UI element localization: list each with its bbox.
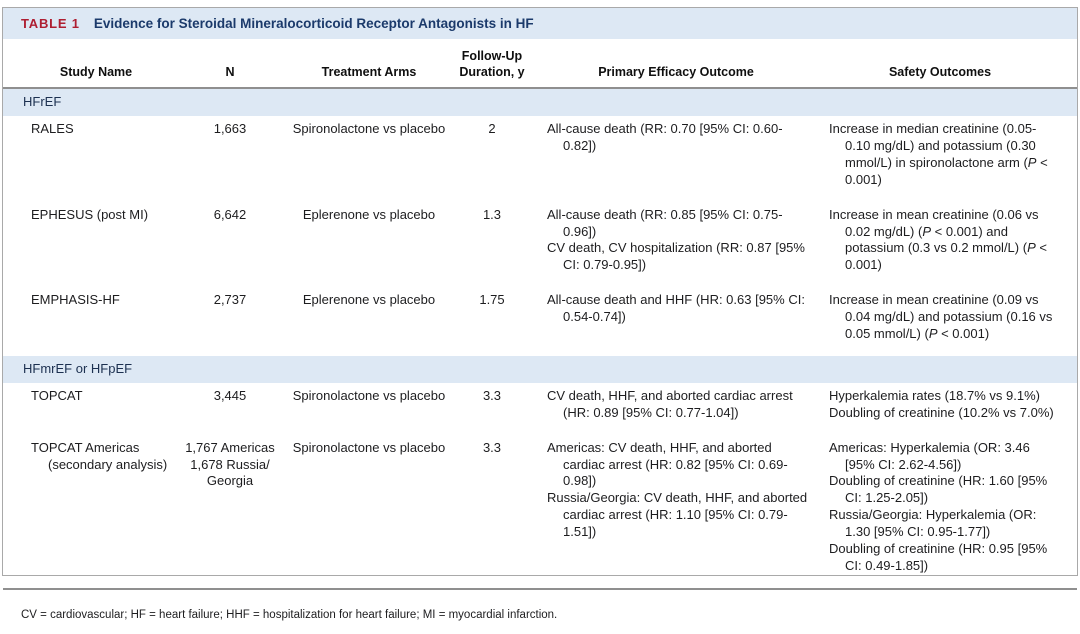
treatment-arms-cell: Eplerenone vs placebo bbox=[302, 206, 436, 222]
section-band: HFmrEF or HFpEF bbox=[3, 355, 1077, 383]
safety-outcomes-cell: Americas: Hyperkalemia (OR: 3.46 [95% CI… bbox=[829, 439, 1048, 573]
column-header-safety-outcomes: Safety Outcomes bbox=[888, 64, 992, 79]
column-header-follow-up-duration: Follow-Up Duration, y bbox=[459, 49, 525, 79]
footnote-bar: CV = cardiovascular; HF = heart failure;… bbox=[3, 587, 1077, 634]
table-row: EPHESUS (post MI) 6,642 Eplerenone vs plac… bbox=[3, 202, 1077, 288]
column-header-primary-efficacy-outcome: Primary Efficacy Outcome bbox=[598, 64, 754, 79]
table-row: RALES 1,663 Spironolactone vs placebo 2 All-… bbox=[3, 116, 1077, 202]
safety-outcomes-cell: Hyperkalemia rates (18.7% vs 9.1%) Doubli… bbox=[829, 387, 1054, 420]
table-row: TOPCAT 3,445 Spironolactone vs placebo 3.3 C… bbox=[3, 383, 1077, 435]
table-body: HFrEF RALES 1,663 Spironolactone vs placebo… bbox=[3, 89, 1077, 587]
safety-outcomes-cell: Increase in mean creatinine (0.06 vs 0.0… bbox=[829, 206, 1047, 273]
primary-efficacy-cell: Americas: CV death, HHF, and aborted car… bbox=[547, 439, 808, 540]
table-title: Evidence for Steroidal Mineralocorticoid… bbox=[93, 16, 534, 31]
treatment-arms-cell: Eplerenone vs placebo bbox=[302, 292, 436, 308]
primary-efficacy-cell: All-cause death (RR: 0.85 [95% CI: 0.75-… bbox=[547, 206, 805, 273]
n-cell: 1,767 Americas 1,678 Russia/ Georgia bbox=[185, 439, 275, 489]
table-row: EMPHASIS-HF 2,737 Eplerenone vs placebo 1.7… bbox=[3, 287, 1077, 356]
column-header-treatment-arms: Treatment Arms bbox=[321, 64, 417, 79]
n-cell: 2,737 bbox=[213, 292, 247, 308]
safety-outcomes-cell: Increase in mean creatinine (0.09 vs 0.0… bbox=[829, 292, 1053, 342]
section-band: HFrEF bbox=[3, 89, 1077, 117]
table-row: TOPCAT Americas (secondary analysis) 1,76… bbox=[3, 435, 1077, 588]
evidence-table: TABLE 1 Evidence for Steroidal Mineraloc… bbox=[2, 7, 1078, 621]
study-name-cell: RALES bbox=[31, 121, 74, 137]
table-title-bar: TABLE 1 Evidence for Steroidal Mineraloc… bbox=[3, 8, 1077, 39]
n-cell: 3,445 bbox=[213, 387, 247, 403]
column-header-row: Study Name N Treatment Arms Follow-Up Du… bbox=[3, 39, 1077, 90]
primary-efficacy-cell: CV death, HHF, and aborted cardiac arres… bbox=[547, 387, 793, 420]
column-header-n: N bbox=[225, 64, 235, 79]
primary-efficacy-cell: All-cause death (RR: 0.70 [95% CI: 0.60-… bbox=[547, 121, 783, 154]
treatment-arms-cell: Spironolactone vs placebo bbox=[292, 121, 446, 137]
column-header-study-name: Study Name bbox=[59, 64, 133, 79]
study-name-cell: TOPCAT Americas (secondary analysis) bbox=[31, 439, 168, 472]
primary-efficacy-cell: All-cause death and HHF (HR: 0.63 [95% C… bbox=[547, 292, 805, 325]
footnote: CV = cardiovascular; HF = heart failure;… bbox=[21, 608, 558, 621]
followup-duration-cell: 2 bbox=[488, 121, 496, 137]
treatment-arms-cell: Spironolactone vs placebo bbox=[292, 387, 446, 403]
n-cell: 6,642 bbox=[213, 206, 247, 222]
followup-duration-cell: 3.3 bbox=[482, 387, 502, 403]
study-name-cell: TOPCAT bbox=[31, 387, 83, 403]
followup-duration-cell: 3.3 bbox=[482, 439, 502, 455]
safety-outcomes-cell: Increase in median creatinine (0.05-0.10… bbox=[829, 121, 1048, 187]
n-cell: 1,663 bbox=[213, 121, 247, 137]
study-name-cell: EMPHASIS-HF bbox=[31, 292, 120, 308]
followup-duration-cell: 1.75 bbox=[479, 292, 505, 308]
followup-duration-cell: 1.3 bbox=[482, 206, 502, 222]
treatment-arms-cell: Spironolactone vs placebo bbox=[292, 439, 446, 455]
study-name-cell: EPHESUS (post MI) bbox=[31, 206, 149, 222]
table-label: TABLE 1 bbox=[21, 16, 80, 31]
